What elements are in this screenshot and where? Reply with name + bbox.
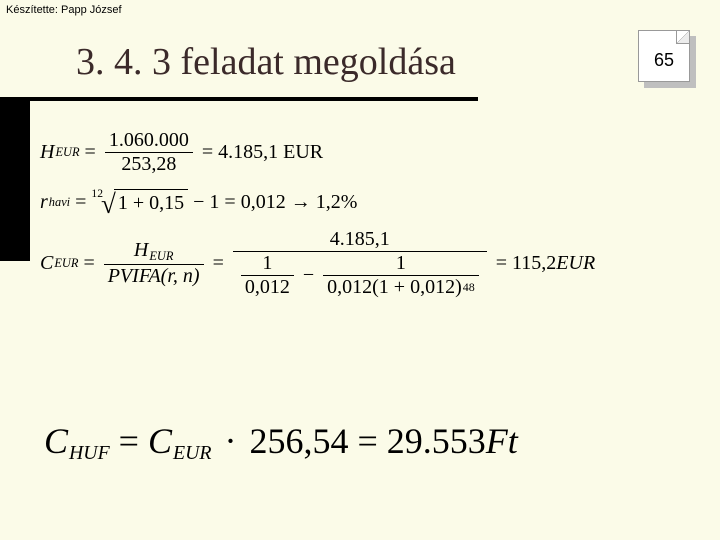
eq3-mid-num-sym: H xyxy=(134,239,148,261)
eq3-inner-right: 1 0,012(1 + 0,012)48 xyxy=(323,253,479,298)
eq3-inner-right-exp: 48 xyxy=(462,281,475,294)
eq1-denominator: 253,28 xyxy=(117,154,180,175)
eq3-big-num: 4.185,1 xyxy=(326,229,394,250)
eq3-inner-right-den-base: 0,012(1 + 0,012) xyxy=(327,277,462,298)
eq4-rhs-sub: EUR xyxy=(172,442,211,464)
eq3-inner-right-den: 0,012(1 + 0,012)48 xyxy=(323,277,479,298)
eq3-symbol: C xyxy=(40,252,53,275)
eq2-sub: havi xyxy=(48,195,70,210)
eq4-multiplier: 256,54 xyxy=(249,421,348,461)
eq3-inner-left-den: 0,012 xyxy=(241,277,294,298)
eq3-inner-left-num: 1 xyxy=(258,253,276,274)
title-rule xyxy=(0,97,478,101)
equation-4: CHUF = CEUR · 256,54 = 29.553Ft xyxy=(44,420,518,465)
eq2-symbol: r xyxy=(40,191,48,214)
eq2-minus: − 1 = xyxy=(188,191,241,214)
eq4-unit: Ft xyxy=(486,421,518,461)
eq3-result: 115,2 xyxy=(512,252,556,275)
eq3-inner-minus: − xyxy=(298,265,319,286)
equation-3: CEUR = HEUR PVIFA(r, n) = 4.185,1 1 0,01… xyxy=(40,229,696,298)
eq2-arrow: → xyxy=(286,191,316,214)
eq1-equals: = xyxy=(80,141,101,164)
eq1-numerator: 1.060.000 xyxy=(105,130,193,151)
eq3-mid-fraction: HEUR PVIFA(r, n) xyxy=(104,240,204,287)
eq1-fraction: 1.060.000 253,28 xyxy=(105,130,193,175)
eq1-symbol: H xyxy=(40,141,54,164)
eq3-inner-left: 1 0,012 xyxy=(241,253,294,298)
eq1-sub: EUR xyxy=(54,145,79,160)
eq4-lhs-sym: C xyxy=(44,421,68,461)
dogear-icon xyxy=(676,31,689,44)
eq3-mid-den: PVIFA(r, n) xyxy=(104,266,204,287)
radical-icon: √ xyxy=(101,192,116,218)
eq3-equals: = xyxy=(78,252,99,275)
eq3-equals3: = xyxy=(491,252,512,275)
eq2-result-dec: 0,012 xyxy=(241,191,286,214)
left-accent-bar xyxy=(0,101,30,261)
eq3-unit: EUR xyxy=(556,252,595,275)
eq4-equals2: = xyxy=(357,421,386,461)
eq2-radicand: 1 + 0,15 xyxy=(114,189,188,215)
eq3-big-den: 1 0,012 − 1 0,012(1 + 0,012)48 xyxy=(233,253,487,298)
eq3-inner-right-num: 1 xyxy=(392,253,410,274)
equation-2: rhavi = 12 √ 1 + 0,15 − 1 = 0,012 → 1,2% xyxy=(40,189,696,215)
eq3-big-fraction: 4.185,1 1 0,012 − 1 0,012(1 + 0,012)48 xyxy=(233,229,487,298)
eq2-result-pct: 1,2% xyxy=(316,191,358,214)
eq3-sub: EUR xyxy=(53,256,78,271)
eq4-lhs-sub: HUF xyxy=(68,442,110,464)
slide: Készítette: Papp József 3. 4. 3 feladat … xyxy=(0,0,720,540)
eq2-radical: 12 √ 1 + 0,15 xyxy=(91,189,188,215)
eq4-rhs-sym: C xyxy=(148,421,172,461)
eq4-mult-dot: · xyxy=(220,421,240,461)
eq3-equals2: = xyxy=(208,252,229,275)
formula-block: HEUR = 1.060.000 253,28 = 4.185,1 EUR rh… xyxy=(40,124,696,312)
slide-title: 3. 4. 3 feladat megoldása xyxy=(76,40,456,84)
page-number: 65 xyxy=(639,50,689,71)
page-badge: 65 xyxy=(638,30,690,82)
eq3-mid-num-sub: EUR xyxy=(148,249,173,263)
eq3-mid-num: HEUR xyxy=(130,240,178,263)
eq4-result: 29.553 xyxy=(387,421,486,461)
eq1-result: 4.185,1 EUR xyxy=(218,141,323,164)
eq2-minus-tail: − 1 xyxy=(193,191,219,213)
eq4-equals: = xyxy=(119,421,148,461)
author-credit: Készítette: Papp József xyxy=(6,4,122,16)
equation-1: HEUR = 1.060.000 253,28 = 4.185,1 EUR xyxy=(40,130,696,175)
eq2-equals: = xyxy=(70,191,91,214)
eq1-equals2: = xyxy=(197,141,218,164)
